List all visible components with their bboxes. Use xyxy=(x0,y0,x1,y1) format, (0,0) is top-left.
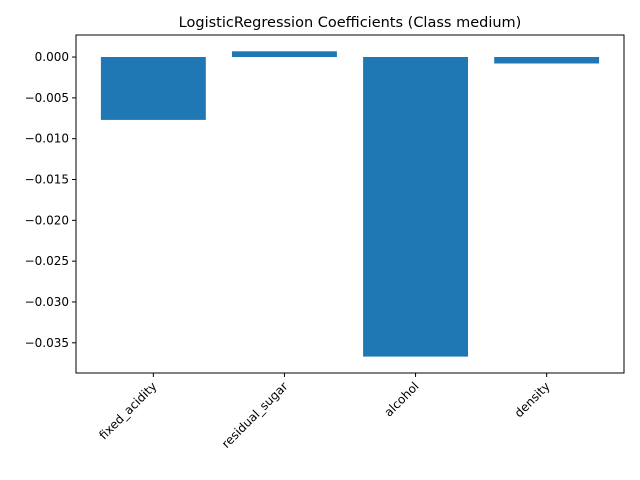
chart-title: LogisticRegression Coefficients (Class m… xyxy=(179,15,522,31)
x-tick-label-residual_sugar: residual_sugar xyxy=(219,379,291,451)
bar-fixed_acidity xyxy=(100,57,206,120)
bar-residual_sugar xyxy=(232,51,337,57)
x-axis: fixed_acidity residual_sugar alcohol densit… xyxy=(96,373,553,451)
y-tick-label: −0.010 xyxy=(25,132,69,146)
x-tick-label-alcohol: alcohol xyxy=(381,379,421,419)
plot-frame xyxy=(75,34,625,374)
y-tick-label: −0.005 xyxy=(25,91,69,105)
bars xyxy=(100,51,600,357)
x-tick-label-density: density xyxy=(512,379,553,420)
bar-alcohol xyxy=(363,57,468,357)
y-tick-label: −0.015 xyxy=(25,173,69,187)
x-tick-label-fixed_acidity: fixed_acidity xyxy=(96,379,159,442)
y-axis: 0.000 −0.005 −0.010 −0.015 −0.020 −0.025 −0.03… xyxy=(25,50,76,350)
y-tick-label: −0.035 xyxy=(25,336,69,350)
y-tick-label: −0.025 xyxy=(25,254,69,268)
y-tick-label: −0.030 xyxy=(25,295,69,309)
y-tick-label: 0.000 xyxy=(35,50,69,64)
bar-density xyxy=(494,57,600,64)
y-tick-label: −0.020 xyxy=(25,213,69,227)
